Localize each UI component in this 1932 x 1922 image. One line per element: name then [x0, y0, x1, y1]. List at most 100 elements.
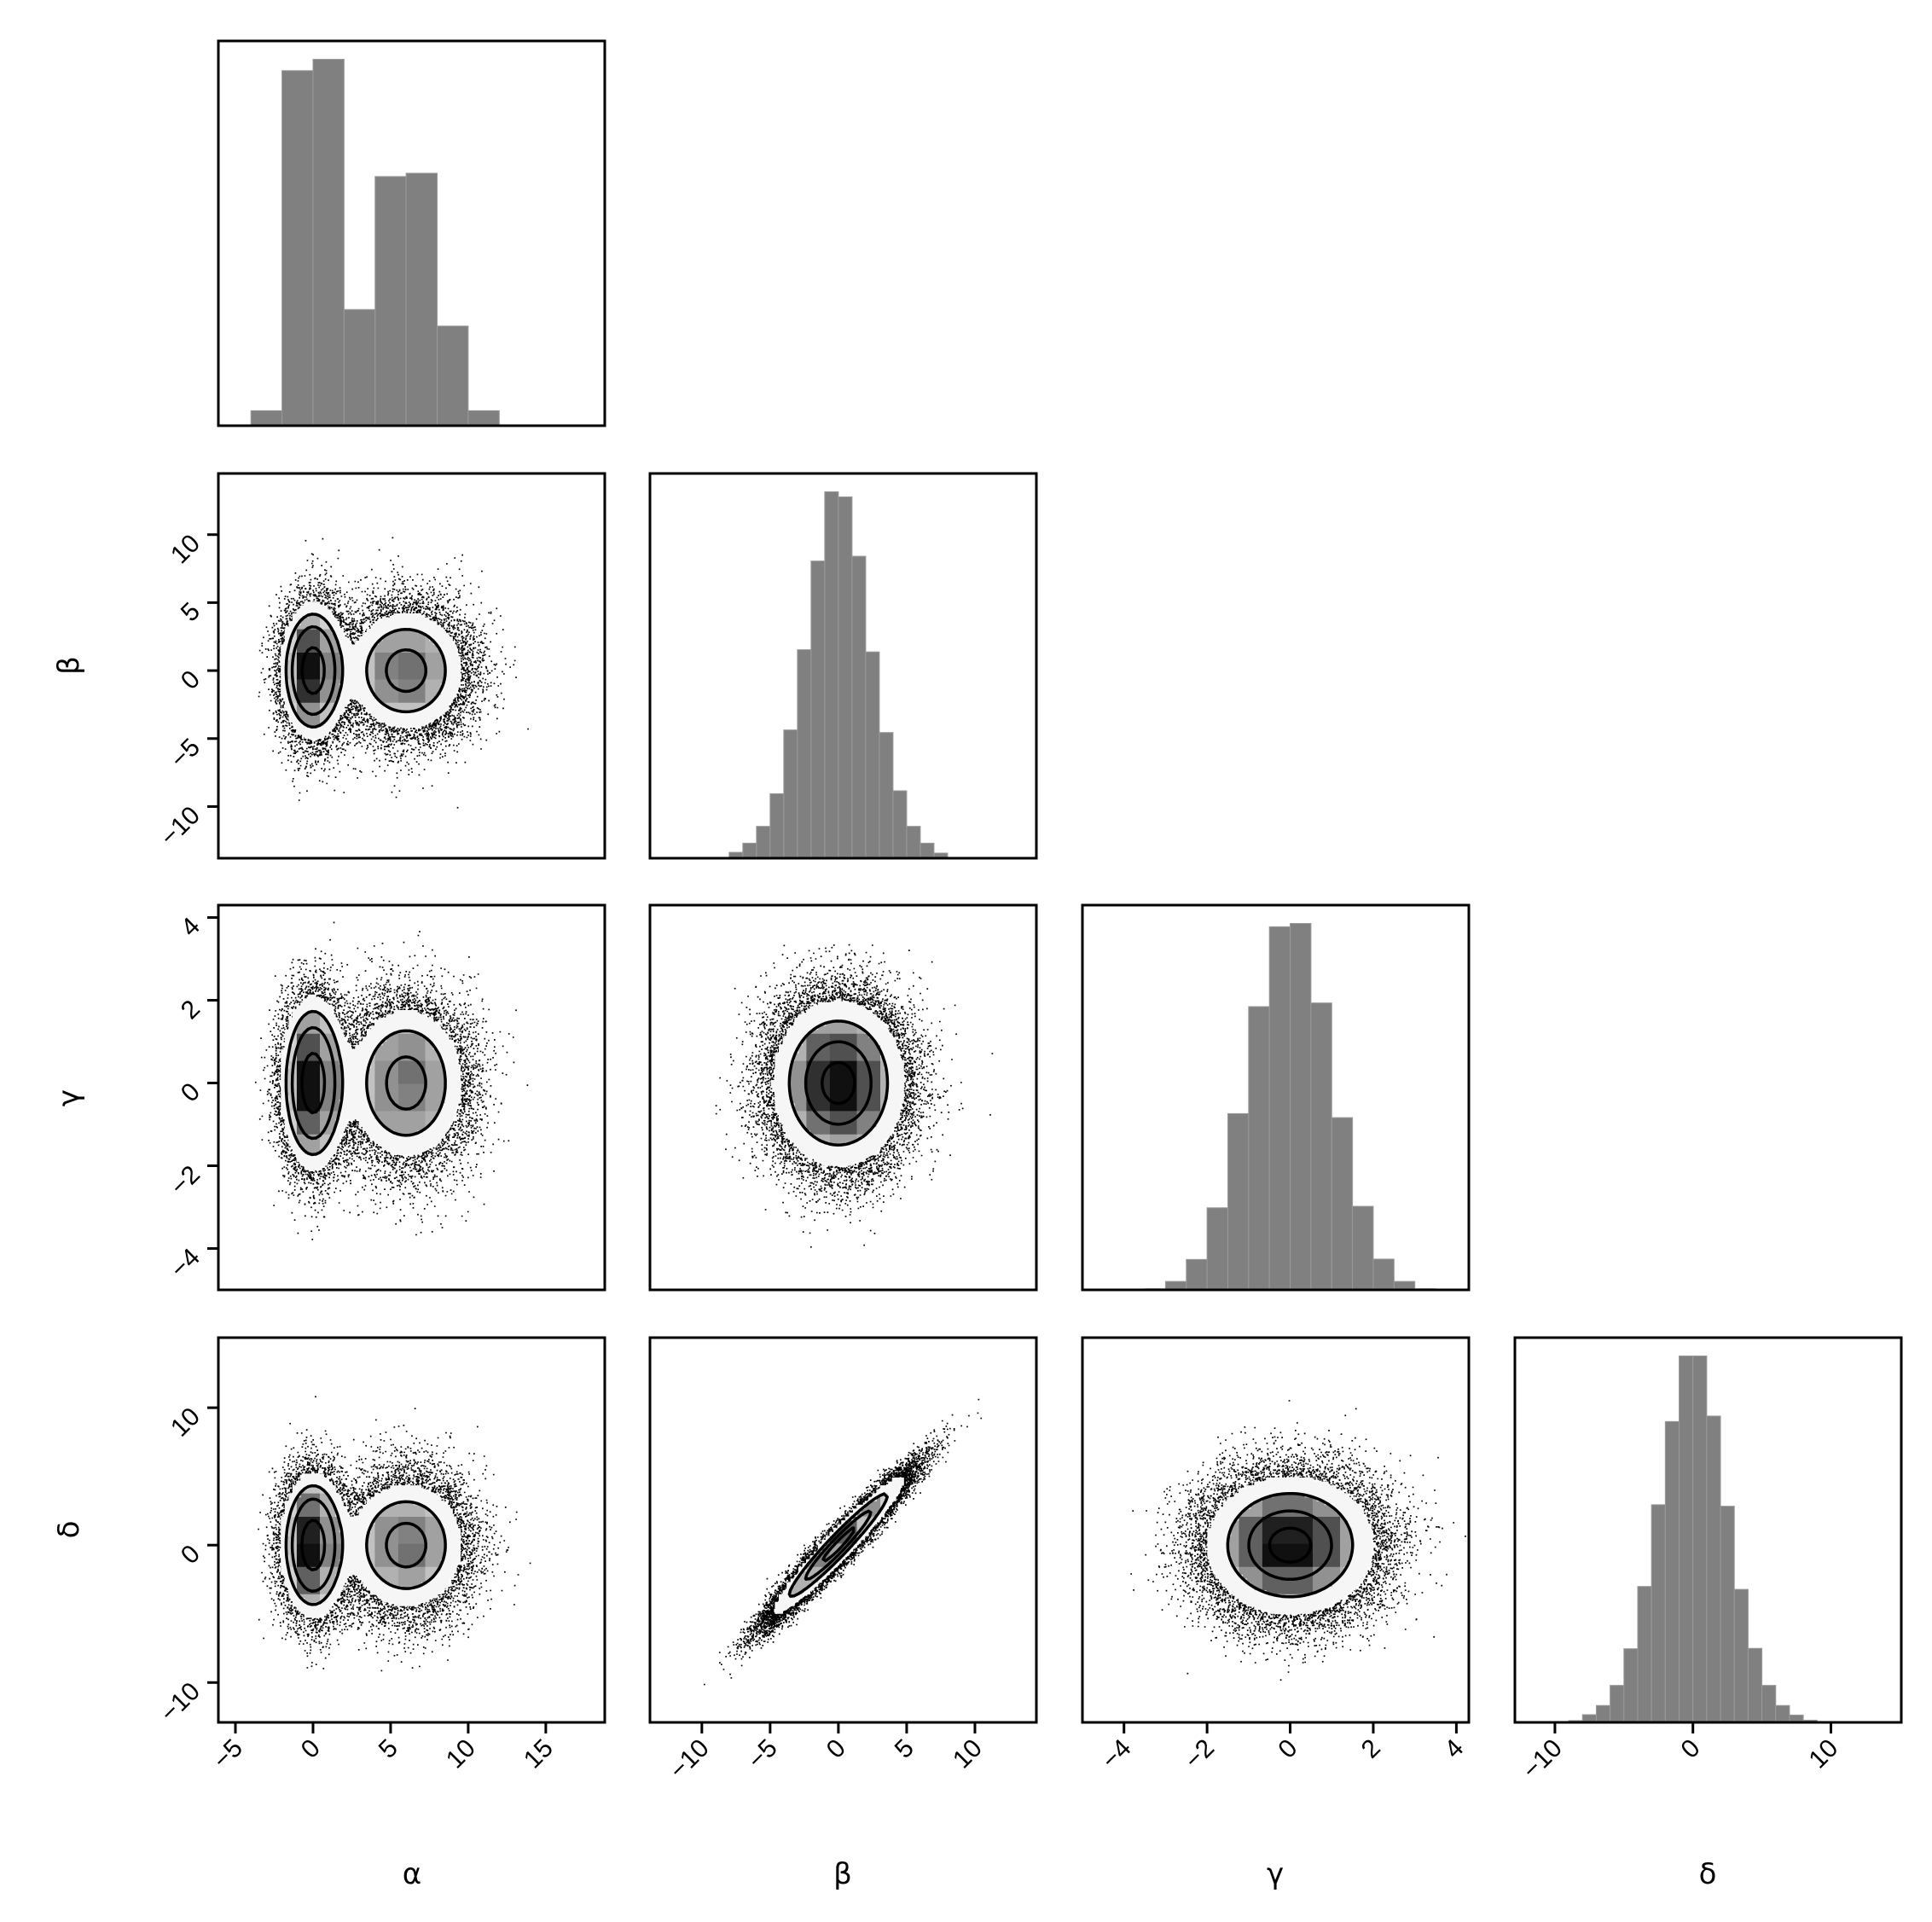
x-tick-label: 5 [890, 1734, 920, 1764]
density-shading [1313, 1516, 1341, 1568]
y-tick-label: 4 [176, 912, 206, 942]
x-tick-label: 15 [519, 1734, 559, 1774]
panel-content [258, 537, 529, 809]
x-axis-label-delta: δ [1699, 1857, 1717, 1891]
y-axis-label-delta: δ [52, 1521, 86, 1539]
density-shading [856, 1496, 881, 1517]
density-shading [296, 652, 321, 680]
pair-panel-γ-δ [1081, 1336, 1471, 1724]
panel-content [715, 944, 994, 1248]
hist-bar [343, 309, 376, 427]
density-shading [320, 629, 445, 680]
y-tick-label: −5 [165, 733, 206, 774]
pair-panel-α-δ [217, 1336, 606, 1724]
panel-frame [648, 903, 1038, 1292]
panels [217, 39, 1903, 1724]
hist-bar [281, 70, 314, 427]
scatter-points [704, 1398, 983, 1686]
pair-panel-α-β [217, 472, 606, 860]
y-tick-label: 2 [176, 995, 206, 1025]
density-shading [1281, 1566, 1344, 1599]
scatter-points [258, 537, 529, 809]
panel-frame [1513, 1336, 1903, 1724]
axis-labels: α β γ δ β γ δ [52, 656, 1716, 1891]
y-tick-label: 0 [176, 1540, 206, 1570]
density-shading [281, 994, 461, 1170]
hist-bar [920, 842, 935, 859]
x-tick-label: 0 [296, 1734, 326, 1764]
hist-bar [1623, 1648, 1639, 1723]
contour-line [804, 1509, 873, 1581]
density-shading [397, 1060, 426, 1084]
hist-bar [1733, 1588, 1749, 1723]
hist-bar [1747, 1647, 1763, 1723]
x-tick-label: −2 [1180, 1734, 1221, 1775]
y-tick-label: 0 [176, 1077, 206, 1107]
density-shading [806, 1111, 830, 1135]
contour-line [284, 613, 447, 729]
x-tick-label: 2 [1356, 1734, 1386, 1764]
hist-bar [1720, 1506, 1735, 1723]
panel-frame [1081, 1336, 1471, 1724]
hist-bar [1268, 926, 1291, 1291]
histogram-panel-β [648, 472, 1038, 860]
contour-line [300, 1052, 327, 1115]
hist-bar [1206, 1207, 1228, 1291]
hist-bar [879, 732, 894, 859]
hist-bar [405, 172, 438, 427]
density-shading [284, 1485, 442, 1583]
density-shading [397, 652, 426, 680]
hist-bar [1352, 1205, 1374, 1291]
y-tick-label: 10 [165, 1402, 206, 1443]
density-shading [397, 1516, 445, 1591]
hist-bar [906, 826, 921, 859]
x-axis-label-gamma: γ [1267, 1857, 1284, 1891]
y-tick-label: −10 [155, 1677, 206, 1727]
contour-line [300, 1518, 327, 1571]
hist-bar [312, 58, 345, 427]
hist-bar [769, 793, 785, 859]
contour-line [290, 1497, 427, 1594]
panel-frame [217, 903, 606, 1292]
density-shading [281, 601, 461, 739]
hist-bar [865, 651, 880, 859]
x-tick-label: −5 [207, 1734, 248, 1775]
histogram-panel-δ [1513, 1336, 1903, 1724]
y-tick-label: −4 [165, 1243, 206, 1284]
hist-bar [1761, 1685, 1777, 1723]
x-tick-label: −4 [1096, 1734, 1137, 1775]
density-shading [775, 1478, 904, 1614]
density-shading [296, 679, 398, 727]
x-tick-label: 10 [948, 1734, 988, 1774]
x-tick-label: 0 [821, 1734, 851, 1764]
x-tick-label: 4 [1439, 1734, 1469, 1764]
histogram-panel-α [217, 39, 606, 427]
panel-frame [648, 472, 1038, 860]
x-tick-label: 0 [1676, 1734, 1706, 1764]
x-tick-label: 10 [441, 1734, 481, 1774]
x-tick-label: 0 [1273, 1734, 1303, 1764]
y-tick-label: −2 [165, 1160, 206, 1201]
panel-frame [648, 1336, 1038, 1724]
density-shading [806, 1033, 830, 1061]
density-shading [288, 617, 333, 711]
x-tick-label: 10 [1804, 1734, 1844, 1774]
y-tick-label: 10 [165, 529, 206, 569]
pair-panel-β-δ [648, 1336, 1038, 1724]
density-shading [296, 1010, 445, 1154]
contour-line [284, 1484, 447, 1606]
hist-bar [1775, 1704, 1790, 1723]
hist-bar [742, 842, 757, 859]
scatter-points [1130, 1400, 1466, 1681]
hist-bar [1679, 1355, 1694, 1723]
contour-line [284, 1009, 447, 1157]
density-shading [300, 1493, 426, 1606]
x-tick-label: −10 [664, 1734, 714, 1785]
scatter-points [715, 944, 994, 1248]
hist-bar [1227, 1112, 1250, 1291]
x-axis-label-alpha: α [403, 1857, 421, 1891]
hist-bar [851, 555, 867, 859]
hist-bar [467, 409, 500, 427]
hist-bar [1595, 1704, 1611, 1723]
